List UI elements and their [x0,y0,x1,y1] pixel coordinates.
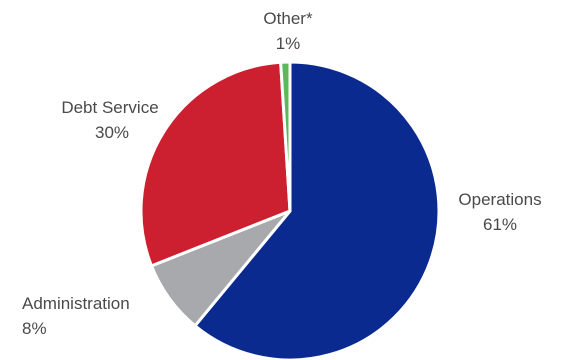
slice-label-other-value: 1% [276,34,301,53]
slice-label-administration-name: Administration [22,294,130,313]
pie-slices [139,60,441,360]
slice-label-debt-service: Debt Service 30% [61,98,158,142]
slice-label-operations-name: Operations [458,190,541,209]
pie-slice-debt-service [139,60,292,268]
slice-label-debt-service-name: Debt Service [61,98,158,117]
pie-slice-other [279,60,292,213]
slice-label-administration-value: 8% [22,319,47,338]
slice-label-other-name: Other* [263,9,313,28]
slice-label-operations-value: 61% [483,215,517,234]
slice-label-operations: Operations 61% [458,190,541,234]
slice-label-other: Other* 1% [263,9,313,53]
pie-slice-operations [193,60,441,360]
slice-label-administration: Administration 8% [22,294,130,338]
slice-label-debt-service-value: 30% [95,123,129,142]
